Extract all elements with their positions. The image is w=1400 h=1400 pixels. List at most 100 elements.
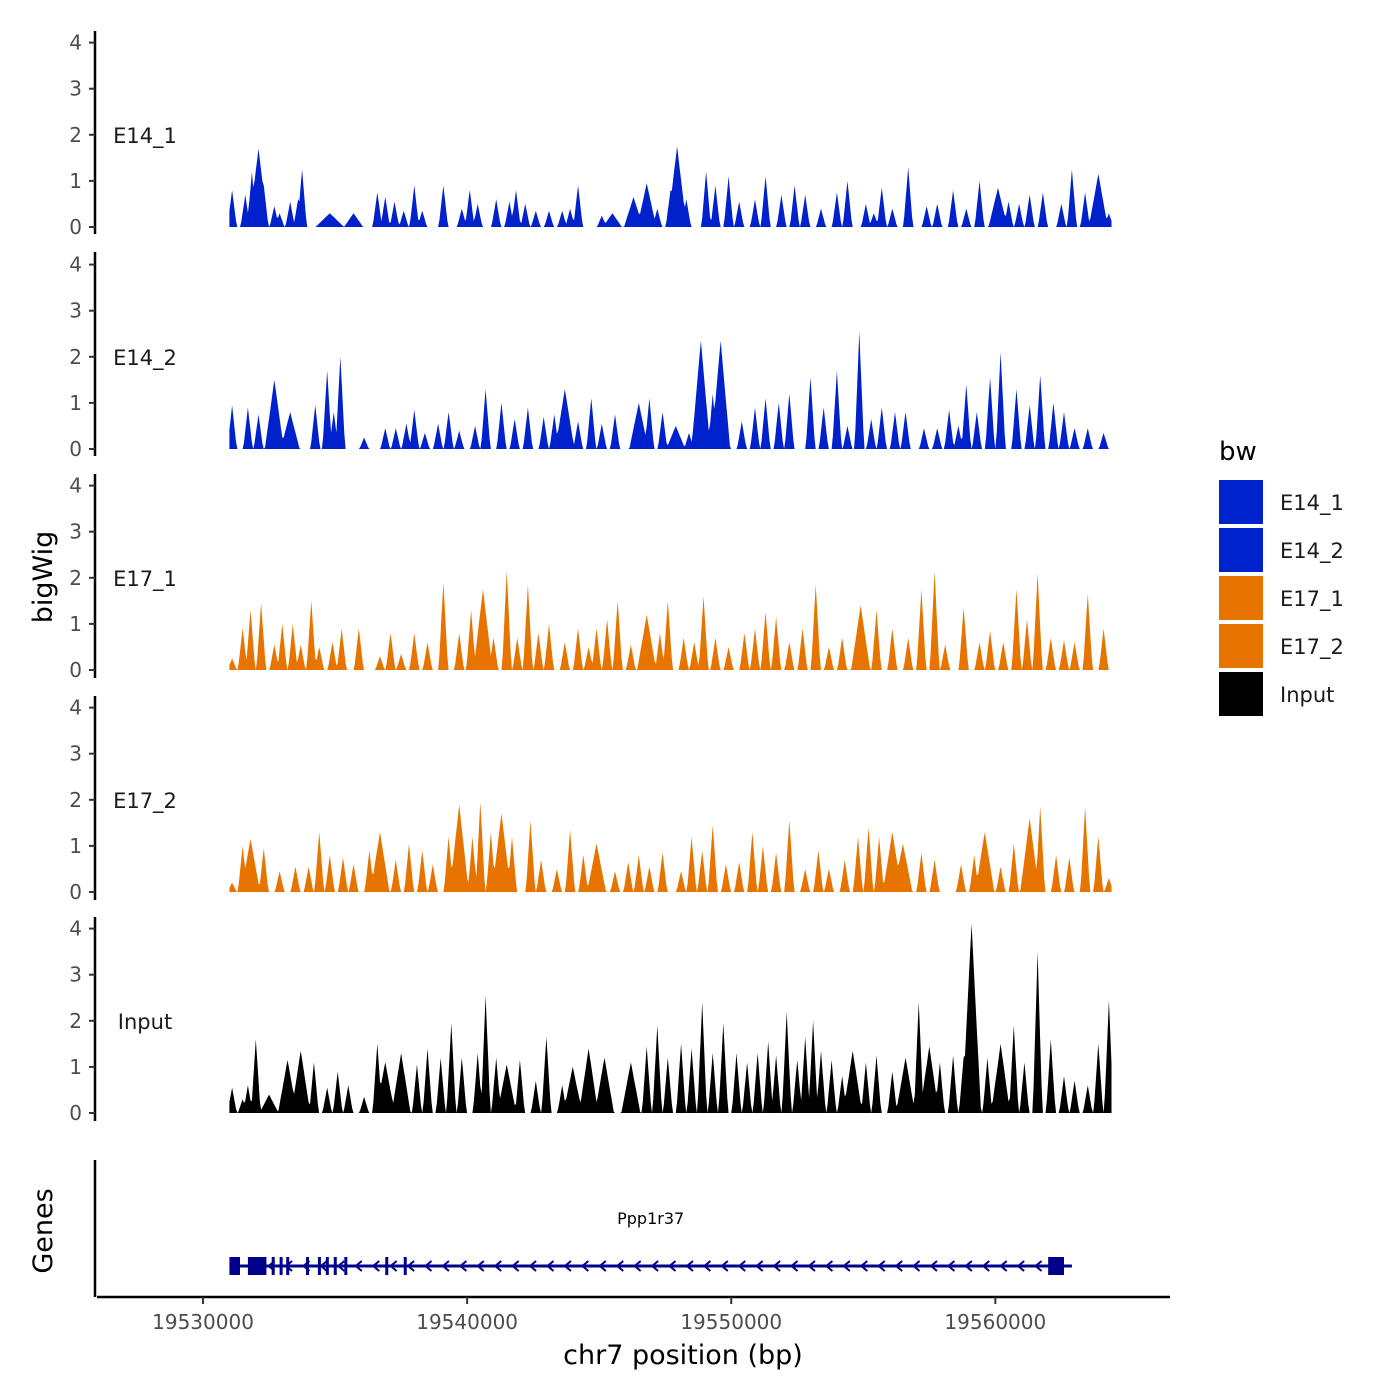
x-tick-label-19550000: 19550000 [680, 1310, 782, 1334]
strand-arrow [580, 1260, 590, 1272]
strand-arrow [842, 1260, 851, 1272]
strand-arrow [406, 1260, 415, 1272]
strand-arrow [999, 1260, 1008, 1272]
strand-arrow [650, 1260, 659, 1272]
exon-1 [229, 1257, 240, 1275]
legend-swatch-Input [1219, 672, 1263, 716]
y-tick-label-E17_2-2: 2 [69, 788, 82, 812]
y-tick-label-E17_2-1: 1 [69, 834, 82, 858]
strand-arrow [912, 1260, 921, 1272]
strand-arrow [946, 1260, 956, 1272]
strand-arrow [1016, 1260, 1025, 1272]
strand-arrow [458, 1260, 468, 1272]
y-tick-label-E17_1-3: 3 [69, 520, 82, 544]
track-E17_1: 0 1 2 3 4 E17_1 [69, 474, 1112, 682]
strand-arrow [894, 1260, 903, 1272]
exon-4 [279, 1257, 283, 1275]
coverage-area-E14_2 [229, 331, 1112, 449]
y-tick-label-E14_1-4: 4 [69, 31, 82, 55]
exon-7 [317, 1257, 321, 1275]
y-tick-label-Input-4: 4 [69, 917, 82, 941]
strand-arrow [493, 1260, 502, 1272]
x-axis-title: chr7 position (bp) [563, 1340, 803, 1371]
strand-arrow [563, 1260, 572, 1272]
y-tick-label-E14_1-2: 2 [69, 123, 82, 147]
strand-arrow [755, 1260, 764, 1272]
strand-arrow [807, 1260, 816, 1272]
y-tick-label-E17_2-0: 0 [69, 880, 82, 904]
legend-label-E14_2: E14_2 [1280, 539, 1344, 564]
exon-8 [325, 1257, 329, 1275]
legend: bw E14_1 E14_2 E17_1 E17_2 Input [1219, 437, 1344, 716]
strand-arrow [789, 1260, 799, 1272]
y-tick-label-E14_2-4: 4 [69, 253, 82, 277]
y-tick-label-E14_2-1: 1 [69, 391, 82, 415]
genes-axis-title: Genes [28, 1188, 59, 1273]
y-tick-label-E14_1-0: 0 [69, 215, 82, 239]
strand-arrow [964, 1260, 973, 1272]
y-tick-label-E17_2-4: 4 [69, 696, 82, 720]
track-label-E14_2: E14_2 [113, 346, 177, 371]
strand-arrow [284, 1260, 293, 1272]
strand-arrow [877, 1260, 886, 1272]
exon-9 [333, 1257, 337, 1275]
track-E14_2: 0 1 2 3 4 E14_2 [69, 252, 1112, 461]
exon-6 [306, 1257, 310, 1275]
coverage-area-Input [229, 924, 1112, 1113]
exon-2 [247, 1257, 267, 1275]
strand-arrow [824, 1260, 834, 1272]
strand-arrow [859, 1260, 868, 1272]
gene-track-panel: Ppp1r37 [93, 1160, 1072, 1297]
y-tick-label-E14_2-2: 2 [69, 345, 82, 369]
legend-label-E14_1: E14_1 [1280, 491, 1344, 516]
coverage-area-E17_2 [229, 802, 1112, 892]
exon-11 [385, 1257, 389, 1275]
coverage-tracks: 0 1 2 3 4 E14_1 0 1 2 3 4 E14_2 0 1 2 3 4 E17_1 0 1 2 3 4 E17_2… [69, 31, 1112, 1125]
exon-10 [344, 1257, 348, 1275]
strand-arrow [336, 1260, 345, 1272]
strand-arrow [476, 1260, 485, 1272]
strand-arrow [528, 1260, 537, 1272]
y-tick-label-E17_1-4: 4 [69, 474, 82, 498]
strand-arrow [685, 1260, 694, 1272]
y-tick-label-E14_2-3: 3 [69, 299, 82, 323]
x-tick-label-19540000: 19540000 [416, 1310, 518, 1334]
strand-arrow [598, 1260, 607, 1272]
strand-arrow [354, 1260, 363, 1272]
coverage-area-E17_1 [229, 570, 1112, 670]
exon-12 [403, 1257, 407, 1275]
y-tick-label-Input-2: 2 [69, 1009, 82, 1033]
strand-arrow [389, 1260, 398, 1272]
strand-arrow [667, 1260, 677, 1272]
strand-arrow [371, 1260, 380, 1272]
x-tick-label-19560000: 19560000 [944, 1310, 1046, 1334]
strand-arrow [1034, 1260, 1043, 1272]
y-tick-label-E17_1-0: 0 [69, 658, 82, 682]
exon-3 [271, 1257, 275, 1275]
y-tick-label-Input-1: 1 [69, 1055, 82, 1079]
exon-13 [1048, 1257, 1064, 1275]
strand-arrow [737, 1260, 746, 1272]
exon-5 [286, 1257, 290, 1275]
strand-arrow [545, 1260, 555, 1272]
legend-swatch-E17_1 [1219, 576, 1263, 620]
strand-arrow [981, 1260, 990, 1272]
track-label-E14_1: E14_1 [113, 124, 177, 149]
x-axis: 19530000 19540000 19550000 19560000 [97, 1295, 1170, 1334]
strand-arrow [511, 1260, 520, 1272]
legend-title: bw [1219, 437, 1257, 467]
legend-label-E17_1: E17_1 [1280, 587, 1344, 612]
strand-arrow [423, 1260, 433, 1272]
strand-arrow [441, 1260, 450, 1272]
track-Input: 0 1 2 3 4 Input [69, 917, 1112, 1125]
y-axis-title: bigWig [28, 531, 59, 624]
y-tick-label-E14_1-3: 3 [69, 77, 82, 101]
strand-arrow [615, 1260, 624, 1272]
strand-arrow [720, 1260, 729, 1272]
strand-arrow [772, 1260, 781, 1272]
strand-arrow [319, 1260, 328, 1272]
y-tick-label-E17_1-2: 2 [69, 566, 82, 590]
track-label-E17_2: E17_2 [113, 789, 177, 814]
track-label-Input: Input [118, 1010, 172, 1034]
